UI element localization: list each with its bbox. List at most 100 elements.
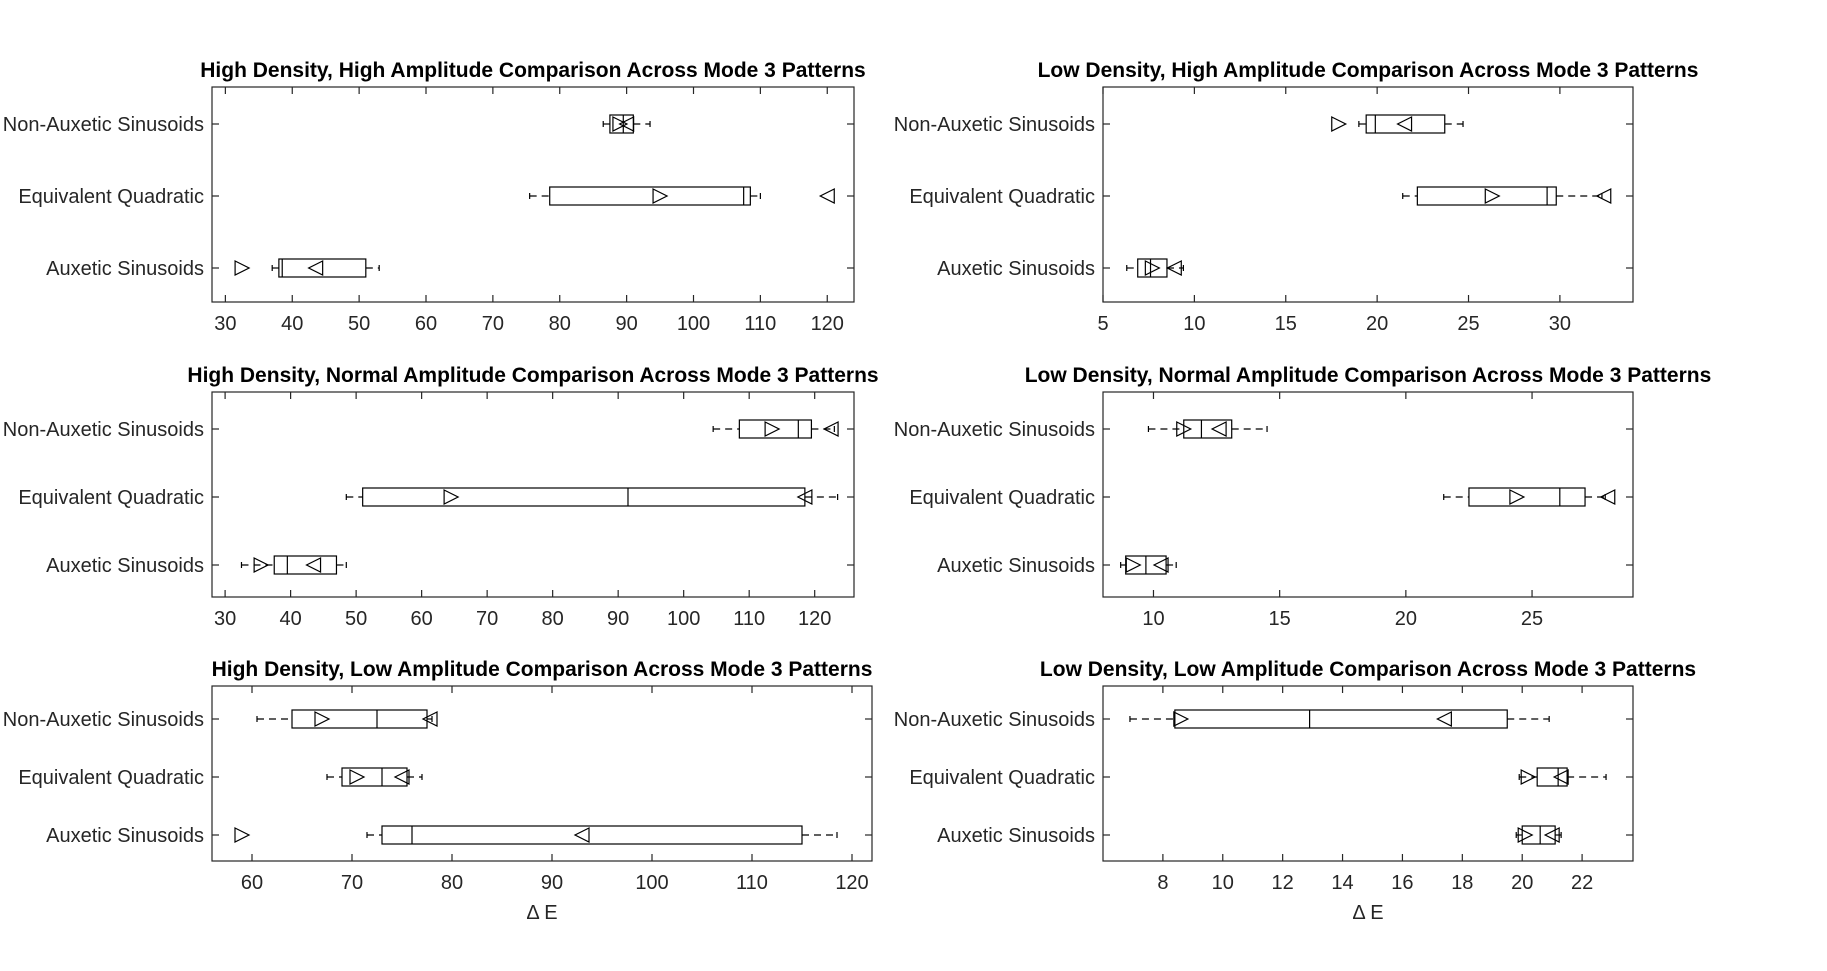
category-label: Equivalent Quadratic [909,767,1095,789]
axes-box [1102,685,1634,862]
category-label: Equivalent Quadratic [909,186,1095,208]
x-tick-label: 70 [341,872,363,894]
x-tick-label: 15 [1269,608,1291,630]
marker-right-triangle [1176,421,1193,437]
marker-right-triangle [1517,827,1534,843]
x-tick-label: 80 [441,872,463,894]
marker-left-triangle [307,260,324,276]
chart-panel-1: High Density, High Amplitude Comparison … [3,59,866,335]
axes-box [1102,86,1634,303]
axes-box [1102,391,1634,598]
x-tick-label: 16 [1391,872,1413,894]
x-tick-label: 30 [1549,313,1571,335]
chart-panel-3: High Density, Normal Amplitude Compariso… [3,364,879,630]
x-tick-label: 10 [1183,313,1205,335]
chart-panel-2: Low Density, High Amplitude Comparison A… [894,59,1699,335]
box-2 [529,186,835,206]
marker-right-triangle [443,489,460,505]
category-label: Auxetic Sinusoids [46,825,204,847]
x-tick-label: 25 [1521,608,1543,630]
chart-panel-4: Low Density, Normal Amplitude Comparison… [894,364,1711,630]
x-tick-label: 20 [1511,872,1533,894]
marker-right-triangle [1331,116,1348,132]
box-iqr [1536,767,1568,787]
box-2 [1402,186,1612,206]
box-iqr [1416,186,1557,206]
x-tick-label: 90 [616,313,638,335]
box-1 [256,709,438,729]
x-tick-label: 120 [798,608,831,630]
category-label: Non-Auxetic Sinusoids [3,114,204,136]
marker-left-triangle [1552,769,1569,785]
chart-panel-5: High Density, Low Amplitude Comparison A… [3,658,873,924]
box-3 [234,258,380,278]
x-tick-label: 30 [214,608,236,630]
category-label: Auxetic Sinusoids [46,258,204,280]
chart-title: High Density, Low Amplitude Comparison A… [212,658,873,681]
marker-right-triangle [253,557,270,573]
x-tick-label: 40 [281,313,303,335]
category-label: Auxetic Sinusoids [937,825,1095,847]
box-iqr [341,767,408,787]
x-tick-label: 18 [1451,872,1473,894]
marker-left-triangle [393,769,410,785]
marker-right-triangle [1173,711,1190,727]
category-label: Non-Auxetic Sinusoids [3,709,204,731]
marker-right-triangle [234,827,251,843]
x-tick-label: 22 [1571,872,1593,894]
x-tick-label: 50 [345,608,367,630]
box-iqr [1183,419,1233,439]
box-iqr [1174,709,1508,729]
box-2 [1518,767,1607,787]
x-axis-label: Δ E [1352,902,1383,924]
x-tick-label: 10 [1212,872,1234,894]
box-iqr [278,258,367,278]
marker-left-triangle [1210,421,1227,437]
marker-right-triangle [764,421,781,437]
marker-left-triangle [1595,188,1612,204]
box-1 [1129,709,1550,729]
marker-right-triangle [652,188,669,204]
x-tick-label: 110 [733,608,765,630]
x-tick-label: 100 [677,313,710,335]
category-label: Equivalent Quadratic [18,487,204,509]
x-tick-label: 120 [811,313,844,335]
x-tick-label: 8 [1157,872,1168,894]
category-label: Non-Auxetic Sinusoids [894,419,1095,441]
marker-left-triangle [1543,827,1560,843]
x-tick-label: 110 [736,872,768,894]
marker-left-triangle [818,188,835,204]
marker-left-triangle [1152,557,1169,573]
box-3 [240,555,347,575]
box-iqr [738,419,813,439]
chart-title: Low Density, Normal Amplitude Comparison… [1025,364,1712,387]
x-tick-label: 80 [542,608,564,630]
x-tick-label: 60 [411,608,433,630]
box-iqr [291,709,428,729]
box-3 [1515,825,1562,845]
box-1 [602,114,651,134]
box-iqr [1468,487,1586,507]
box-iqr [273,555,338,575]
marker-left-triangle [618,116,635,132]
x-tick-label: 80 [549,313,571,335]
marker-right-triangle [349,769,366,785]
category-label: Equivalent Quadratic [909,487,1095,509]
box-iqr [549,186,751,206]
box-iqr [1521,825,1556,845]
x-tick-label: 25 [1457,313,1479,335]
category-label: Non-Auxetic Sinusoids [3,419,204,441]
marker-right-triangle [1520,769,1537,785]
box-iqr [362,487,806,507]
x-tick-label: 50 [348,313,370,335]
axes-box [211,685,873,862]
box-3 [1120,555,1177,575]
x-tick-label: 20 [1366,313,1388,335]
x-tick-label: 120 [835,872,868,894]
box-1 [712,419,839,439]
marker-left-triangle [1165,260,1182,276]
x-tick-label: 90 [541,872,563,894]
category-label: Auxetic Sinusoids [937,555,1095,577]
x-tick-label: 30 [214,313,236,335]
